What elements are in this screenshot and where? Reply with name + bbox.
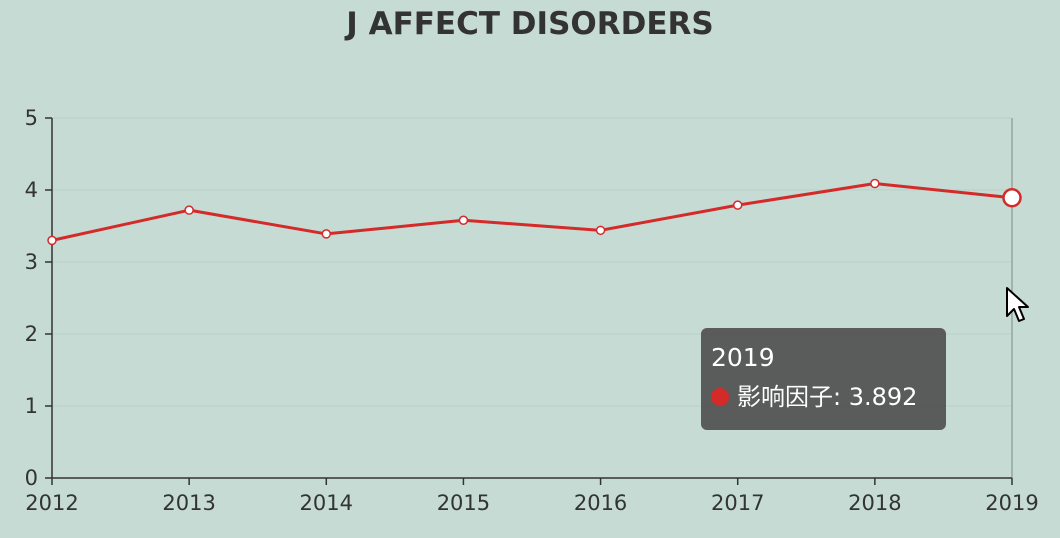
- series-layer: [47, 178, 1022, 246]
- chart-title: J AFFECT DISORDERS: [344, 6, 713, 42]
- y-tick-label: 3: [25, 250, 38, 274]
- x-tick-label: 2012: [25, 491, 78, 515]
- x-tick-label: 2018: [848, 491, 901, 515]
- data-point: [595, 225, 606, 236]
- data-tooltip: 2019 影响因子: 3.892: [701, 328, 946, 430]
- x-tick-label: 2019: [985, 491, 1038, 515]
- tooltip-row: 影响因子: 3.892: [711, 382, 936, 412]
- data-point: [47, 235, 57, 246]
- x-tick-label: 2016: [574, 491, 627, 515]
- y-tick-label: 5: [25, 106, 38, 130]
- data-point: [458, 215, 469, 225]
- series-line: [50, 182, 1014, 242]
- y-tick-label: 1: [25, 394, 38, 418]
- tooltip-title: 2019: [711, 343, 775, 372]
- axes: 0 1 2 3 4 5 2012 2013 2014 2015 2016 2017 2018 2019: [25, 106, 1039, 515]
- mouse-pointer-icon: [1006, 287, 1029, 322]
- y-tick-label: 2: [25, 322, 38, 346]
- data-point-highlighted: [1002, 188, 1022, 208]
- tooltip-separator: :: [833, 383, 849, 411]
- y-tick-label: 4: [25, 178, 38, 202]
- x-tick-label: 2015: [437, 491, 490, 515]
- data-point: [870, 178, 880, 189]
- tooltip-value: 3.892: [848, 383, 918, 411]
- data-point: [184, 205, 194, 215]
- tooltip-series-name: 影响因子: [737, 383, 833, 411]
- data-point: [732, 200, 743, 210]
- x-tick-label: 2013: [162, 491, 215, 515]
- x-tick-label: 2017: [711, 491, 764, 515]
- y-tick-label: 0: [25, 466, 38, 490]
- x-tick-label: 2014: [300, 491, 353, 515]
- series-dot-icon: [711, 388, 729, 406]
- data-point: [321, 229, 332, 239]
